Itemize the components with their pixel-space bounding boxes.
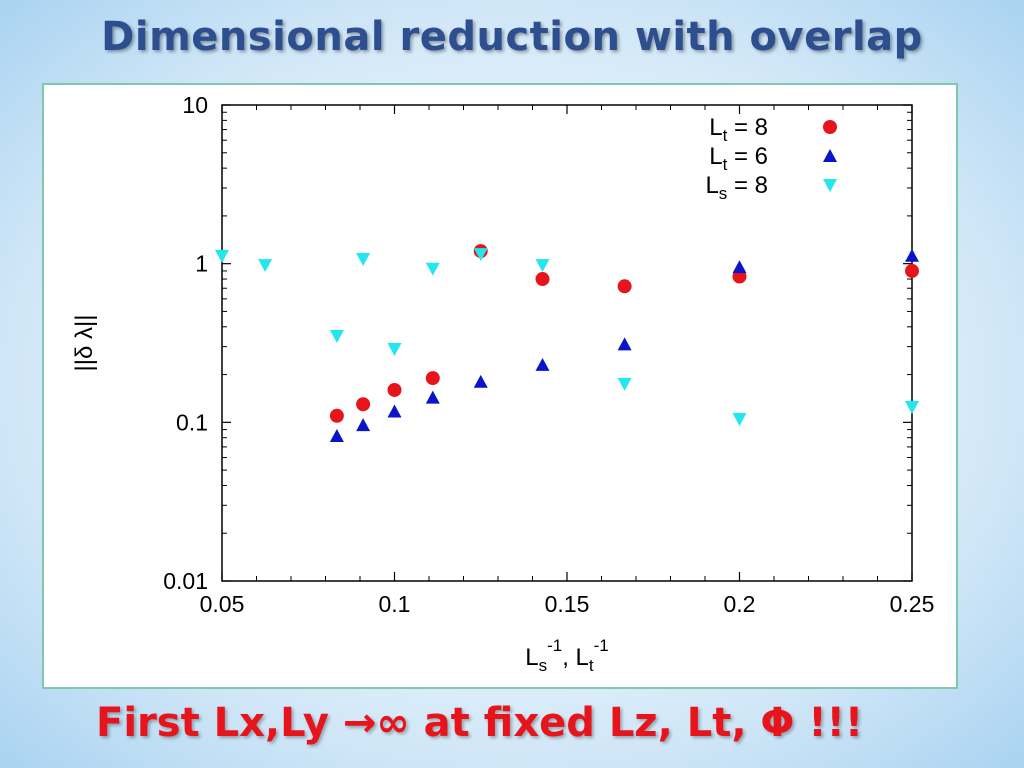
data-point-series-1: [732, 260, 747, 274]
data-point-series-0: [387, 382, 402, 397]
x-tick-label: 0.15: [545, 591, 590, 617]
data-point-series-1: [617, 337, 632, 351]
plot-panel: 0.05 0.1 0.15 0.2 0.25 0.01 0.1 1 10 ||δ λ|| Ls-…: [42, 83, 958, 689]
data-point-series-1: [905, 248, 919, 262]
data-point-series-2: [356, 253, 371, 267]
x-tick-label: 0.05: [200, 591, 245, 617]
legend-markers: [823, 120, 837, 192]
data-point-series-2: [617, 377, 632, 391]
x-label-sup: -1: [594, 636, 609, 655]
data-point-series-2: [215, 249, 229, 263]
x-label-part: L: [525, 644, 538, 671]
ticks-layer: 0.05 0.1 0.15 0.2 0.25 0.01 0.1 1 10: [163, 92, 934, 617]
data-point-series-2: [258, 259, 273, 273]
data-point-series-0: [329, 408, 344, 423]
data-point-series-2: [732, 413, 747, 426]
data-point-series-2: [535, 259, 550, 273]
data-point-series-0: [535, 272, 550, 287]
plot-frame: [221, 104, 913, 582]
x-label-sub: t: [589, 656, 594, 675]
legend-marker-0: [823, 120, 837, 134]
data-point-series-2: [387, 343, 402, 356]
data-point-series-0: [425, 371, 440, 386]
points-layer: [215, 244, 919, 442]
data-point-series-1: [356, 418, 371, 432]
x-tick-label: 0.1: [379, 591, 411, 617]
data-point-series-2: [425, 262, 440, 276]
y-tick-label: 1: [195, 251, 208, 277]
y-axis-label: ||δ λ||: [71, 315, 98, 372]
data-point-series-1: [425, 390, 440, 404]
x-label-sub: s: [539, 656, 548, 675]
slide-title: Dimensional reduction with overlap: [101, 14, 923, 60]
legend-label-1: Lt = 6: [709, 143, 768, 174]
legend-label-2: Ls = 8: [705, 172, 768, 203]
legend: Lt = 8 Lt = 6 Ls = 8: [705, 114, 837, 203]
legend-label-0: Lt = 8: [709, 114, 768, 145]
data-point-series-2: [905, 401, 919, 414]
bottom-statement: First Lx,Ly →∞ at fixed Lz, Lt, Φ !!!: [96, 700, 864, 746]
x-label-part: L: [576, 644, 589, 671]
y-tick-label: 0.01: [163, 568, 208, 594]
data-point-series-1: [329, 429, 344, 442]
data-point-series-0: [617, 279, 632, 294]
legend-marker-1: [823, 149, 837, 162]
data-point-series-1: [535, 357, 550, 371]
data-point-series-0: [356, 397, 371, 412]
data-point-series-1: [473, 374, 488, 388]
x-tick-label: 0.2: [724, 591, 756, 617]
y-tick-label: 10: [182, 92, 208, 118]
x-label-separator: ,: [562, 644, 575, 671]
data-point-series-2: [473, 248, 488, 262]
x-axis-label: Ls-1, Lt-1: [525, 636, 609, 675]
data-point-series-1: [387, 404, 402, 418]
data-point-series-2: [329, 330, 344, 344]
legend-marker-2: [823, 179, 837, 192]
data-point-series-0: [905, 263, 919, 278]
x-label-sup: -1: [547, 636, 562, 655]
x-tick-label: 0.25: [890, 591, 935, 617]
y-tick-label: 0.1: [176, 409, 208, 435]
